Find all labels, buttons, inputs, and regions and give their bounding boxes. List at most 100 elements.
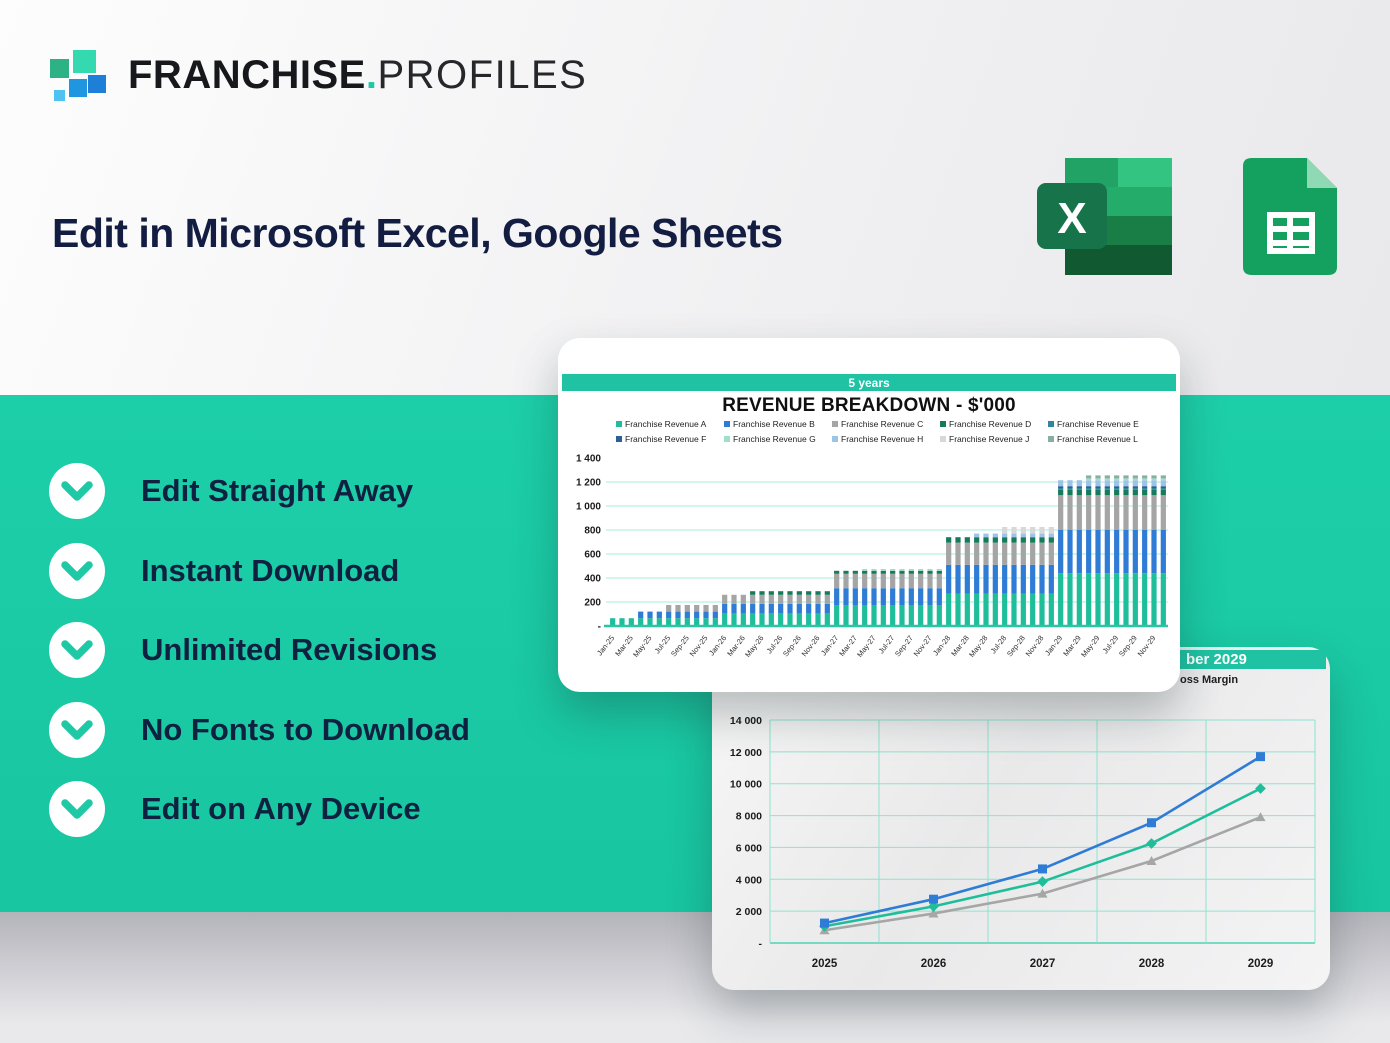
bar-segment [1086, 489, 1092, 496]
bar-segment [740, 613, 746, 626]
bar-segment [1020, 533, 1026, 538]
bar-segment [722, 603, 728, 614]
bar-segment [1160, 488, 1166, 490]
bar-segment [1011, 593, 1017, 626]
bar-segment [1095, 480, 1101, 487]
legend-label: Franchise Revenue E [1057, 419, 1139, 429]
bar-x-tick: Sep-25 [669, 634, 691, 659]
legend-chip [832, 436, 838, 442]
bar-segment [946, 542, 952, 565]
bar-segment [675, 618, 681, 626]
bar-segment [787, 613, 793, 626]
bar-segment [703, 618, 709, 626]
bar-segment [796, 594, 802, 604]
line-y-tick: 10 000 [730, 779, 762, 791]
bar-segment [1114, 495, 1120, 530]
bar-segment [750, 594, 756, 604]
bar-segment [1151, 489, 1157, 496]
bar-segment [768, 603, 774, 614]
bar-chart-header-text: 5 years [848, 375, 890, 390]
bar-segment [1114, 488, 1120, 490]
bar-segment [974, 564, 980, 594]
bar-x-tick: Nov-27 [912, 634, 934, 659]
bar-segment [1132, 475, 1138, 479]
bar-segment [936, 569, 942, 571]
bar-segment [1020, 542, 1026, 565]
bar-segment [1048, 542, 1054, 565]
bar-segment [862, 570, 868, 574]
bar-segment [778, 613, 784, 626]
bar-segment [918, 573, 924, 589]
bar-segment [1151, 495, 1157, 530]
bar-segment [946, 537, 952, 543]
bar-segment [1076, 495, 1082, 530]
bar-segment [1030, 527, 1036, 534]
bar-segment [1132, 480, 1138, 487]
bar-segment [796, 613, 802, 626]
bar-segment [1123, 488, 1129, 490]
bar-x-tick: Sep-28 [1005, 634, 1027, 659]
bar-segment [927, 569, 933, 571]
legend-item: Franchise Revenue B [724, 419, 832, 429]
line-x-tick: 2029 [1248, 958, 1274, 970]
bar-segment [1142, 480, 1148, 487]
bar-segment [983, 533, 989, 538]
bar-segment [1132, 486, 1138, 488]
chevron-down-icon [49, 542, 105, 599]
bar-segment [1058, 573, 1064, 626]
bar-chart-legend: Franchise Revenue A Franchise Revenue B Fr… [616, 419, 1156, 444]
feature-item: Edit Straight Away [48, 462, 470, 520]
bar-segment [1030, 533, 1036, 538]
bar-segment [1067, 486, 1073, 488]
bar-segment [1086, 495, 1092, 530]
bar-segment [1048, 564, 1054, 594]
bar-segment [880, 570, 886, 574]
bar-segment [880, 588, 886, 605]
bar-segment [1114, 573, 1120, 626]
bar-segment [1086, 530, 1092, 574]
legend-item: Franchise Revenue A [616, 419, 724, 429]
bar-segment [1039, 593, 1045, 626]
bar-segment [1104, 573, 1110, 626]
bar-chart-header-bar: 5 years [562, 374, 1176, 391]
bar-segment [852, 573, 858, 589]
bar-segment [918, 588, 924, 605]
legend-label: Franchise Revenue F [625, 434, 707, 444]
feature-label: Edit Straight Away [141, 473, 414, 508]
legend-chip [940, 421, 946, 427]
line-y-tick: 2 000 [736, 906, 762, 918]
revenue-breakdown-card: 5 years REVENUE BREAKDOWN - $'000 Franch… [558, 338, 1180, 692]
bar-segment [1142, 486, 1148, 488]
bar-segment [908, 605, 914, 626]
bar-segment [843, 605, 849, 626]
bar-segment [1011, 537, 1017, 543]
legend-item: Franchise Revenue F [616, 434, 724, 444]
legend-item: Franchise Revenue L [1048, 434, 1156, 444]
bar-segment [638, 611, 644, 619]
bar-segment [955, 564, 961, 594]
bar-segment [843, 570, 849, 574]
bar-segment [1067, 488, 1073, 490]
bar-segment [806, 603, 812, 614]
bar-x-tick: Jan-26 [707, 634, 728, 658]
bar-segment [1104, 488, 1110, 490]
marker-square [820, 918, 829, 928]
bar-segment [1132, 495, 1138, 530]
bar-segment [712, 618, 718, 626]
marker-square [1256, 752, 1265, 762]
bar-segment [852, 570, 858, 574]
legend-chip [724, 436, 730, 442]
bar-segment [1002, 542, 1008, 565]
bar-segment [731, 594, 737, 604]
bar-x-tick: Nov-29 [1136, 634, 1158, 659]
bar-segment [1123, 495, 1129, 530]
bar-segment [703, 611, 709, 619]
marker-diamond [1037, 876, 1048, 888]
bar-segment [684, 618, 690, 626]
bar-segment [1067, 530, 1073, 574]
bar-segment [1076, 480, 1082, 487]
feature-label: Edit on Any Device [141, 791, 421, 826]
bar-segment [1086, 478, 1092, 481]
marker-square [929, 894, 938, 904]
